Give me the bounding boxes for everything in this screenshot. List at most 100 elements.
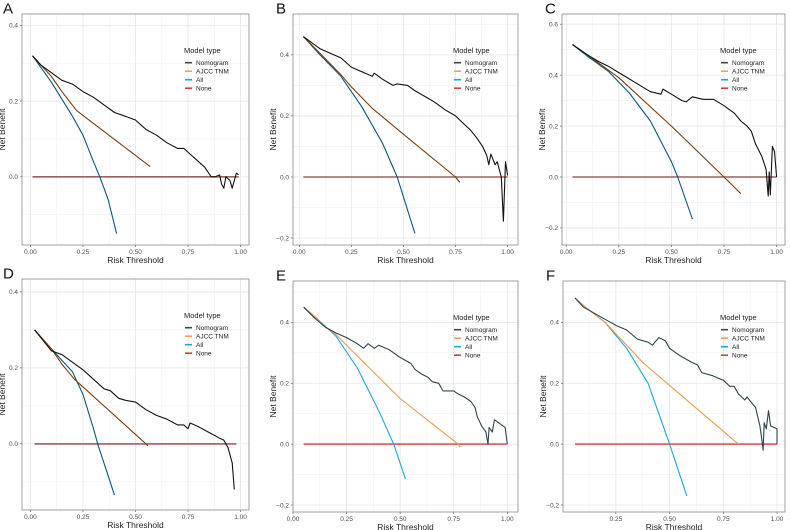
y-tick-label: 0.2 xyxy=(9,98,18,105)
legend-label: None xyxy=(465,353,481,360)
x-axis-label: Risk Threshold xyxy=(377,522,434,530)
y-tick-label: 0.4 xyxy=(9,23,18,30)
series-line-all xyxy=(32,55,118,234)
x-tick-label: 0.25 xyxy=(340,516,353,523)
x-tick-label: 0.50 xyxy=(663,516,676,523)
plot-background xyxy=(562,14,785,245)
x-tick-label: 0.50 xyxy=(394,516,407,523)
x-tick-label: 0.50 xyxy=(665,249,678,256)
plot-border xyxy=(292,13,519,246)
x-tick-label: 0.00 xyxy=(24,514,37,521)
y-axis-label: Net Benefit xyxy=(0,108,7,151)
series-line-nomogram xyxy=(32,55,239,189)
y-tick-label: 0.0 xyxy=(9,174,18,181)
x-tick-label: 0.00 xyxy=(24,249,37,256)
x-axis-label: Risk Threshold xyxy=(645,255,702,265)
y-tick-label: 0.4 xyxy=(549,72,558,79)
plot-border xyxy=(561,13,786,246)
legend-label: Nomogram xyxy=(465,327,497,334)
y-tick-label: 0.2 xyxy=(550,381,559,388)
series-line-ajcc-tnm xyxy=(34,329,149,447)
x-tick-label: 0.75 xyxy=(447,516,460,523)
x-tick-label: 0.75 xyxy=(449,249,462,256)
legend-label: AJCC TNM xyxy=(732,69,765,76)
x-tick-label: 0.25 xyxy=(77,514,90,521)
x-tick-label: 1.00 xyxy=(770,249,783,256)
x-tick-label: 0.50 xyxy=(129,514,142,521)
series-line-ajcc-tnm xyxy=(32,55,151,168)
y-tick-label: 0.2 xyxy=(549,123,558,130)
x-tick-label: 1.00 xyxy=(234,514,247,521)
legend-title: Model type xyxy=(453,313,490,322)
plot-border xyxy=(562,280,786,513)
legend-label: All xyxy=(732,77,740,84)
legend-label: AJCC TNM xyxy=(465,336,498,343)
series-line-all xyxy=(302,36,416,234)
legend-label: Nomogram xyxy=(732,60,764,67)
x-axis-label: Risk Threshold xyxy=(646,522,703,530)
plot-background xyxy=(563,281,785,512)
legend-label: All xyxy=(732,344,740,351)
y-tick-label: −0.2 xyxy=(276,502,289,509)
panel-letter: B xyxy=(276,1,286,18)
panel-f: 0.25 0.50 0.75 1.00 −0.2 0.0 0.2 0.4 Risk Thresh… xyxy=(538,268,786,530)
y-axis-label: Net Benefit xyxy=(537,108,547,151)
legend-label: Nomogram xyxy=(465,60,497,67)
legend-label: None xyxy=(196,351,212,358)
y-tick-label: −0.2 xyxy=(545,225,558,232)
y-tick-label: 0.0 xyxy=(280,174,289,181)
plot-background xyxy=(293,14,518,245)
y-tick-label: −0.2 xyxy=(276,235,289,242)
y-tick-label: 0.2 xyxy=(9,365,18,372)
y-tick-label: 0.4 xyxy=(9,289,18,296)
x-tick-label: 0.00 xyxy=(287,516,300,523)
x-tick-label: 1.00 xyxy=(501,249,514,256)
panel-letter: D xyxy=(3,266,14,283)
y-tick-label: 0.4 xyxy=(550,320,559,327)
y-tick-label: 0.4 xyxy=(280,52,289,59)
panel-b: 0.00 0.25 0.50 0.75 1.00 −0.2 0.0 0.2 0.4 Risk Th… xyxy=(268,1,519,265)
series-line-ajcc-tnm xyxy=(303,306,461,448)
x-tick-label: 0.25 xyxy=(77,249,90,256)
y-tick-label: 0.0 xyxy=(280,441,289,448)
y-tick-label: −0.2 xyxy=(546,502,559,509)
x-axis-label: Risk Threshold xyxy=(107,520,164,530)
legend-label: None xyxy=(465,86,481,93)
legend-label: AJCC TNM xyxy=(465,69,498,76)
y-tick-label: 0.0 xyxy=(9,441,18,448)
y-axis-label: Net Benefit xyxy=(268,108,278,151)
panel-a: 0.00 0.25 0.50 0.75 1.00 0.0 0.2 0.4 Risk Thresh… xyxy=(0,1,250,265)
legend-label: AJCC TNM xyxy=(196,69,229,76)
x-axis-label: Risk Threshold xyxy=(377,255,434,265)
x-tick-label: 0.50 xyxy=(397,249,410,256)
y-tick-label: 0.0 xyxy=(550,441,559,448)
legend-label: All xyxy=(196,77,204,84)
x-tick-label: 0.00 xyxy=(560,249,573,256)
y-tick-label: 0.6 xyxy=(549,21,558,28)
plot-border xyxy=(21,13,250,246)
legend-title: Model type xyxy=(184,46,221,55)
legend-label: AJCC TNM xyxy=(196,334,229,341)
series-line-nomogram xyxy=(574,297,778,451)
x-tick-label: 0.75 xyxy=(182,249,195,256)
y-tick-label: 0.0 xyxy=(549,174,558,181)
legend-label: Nomogram xyxy=(196,325,228,332)
panel-letter: E xyxy=(276,268,286,285)
x-tick-label: 0.75 xyxy=(717,516,730,523)
legend-title: Model type xyxy=(720,46,757,55)
x-tick-label: 0.25 xyxy=(610,516,623,523)
panel-letter: C xyxy=(545,1,556,18)
x-tick-label: 1.00 xyxy=(501,516,514,523)
plot-border xyxy=(292,280,519,513)
series-line-nomogram xyxy=(303,306,508,445)
legend-label: Nomogram xyxy=(732,327,764,334)
panel-letter: A xyxy=(3,1,13,18)
y-tick-label: 0.2 xyxy=(280,381,289,388)
x-tick-label: 0.75 xyxy=(718,249,731,256)
legend-label: All xyxy=(465,344,473,351)
plot-border xyxy=(21,278,250,511)
x-tick-label: 0.25 xyxy=(612,249,625,256)
legend-label: AJCC TNM xyxy=(732,336,765,343)
x-tick-label: 0.50 xyxy=(129,249,142,256)
legend-label: None xyxy=(196,86,212,93)
